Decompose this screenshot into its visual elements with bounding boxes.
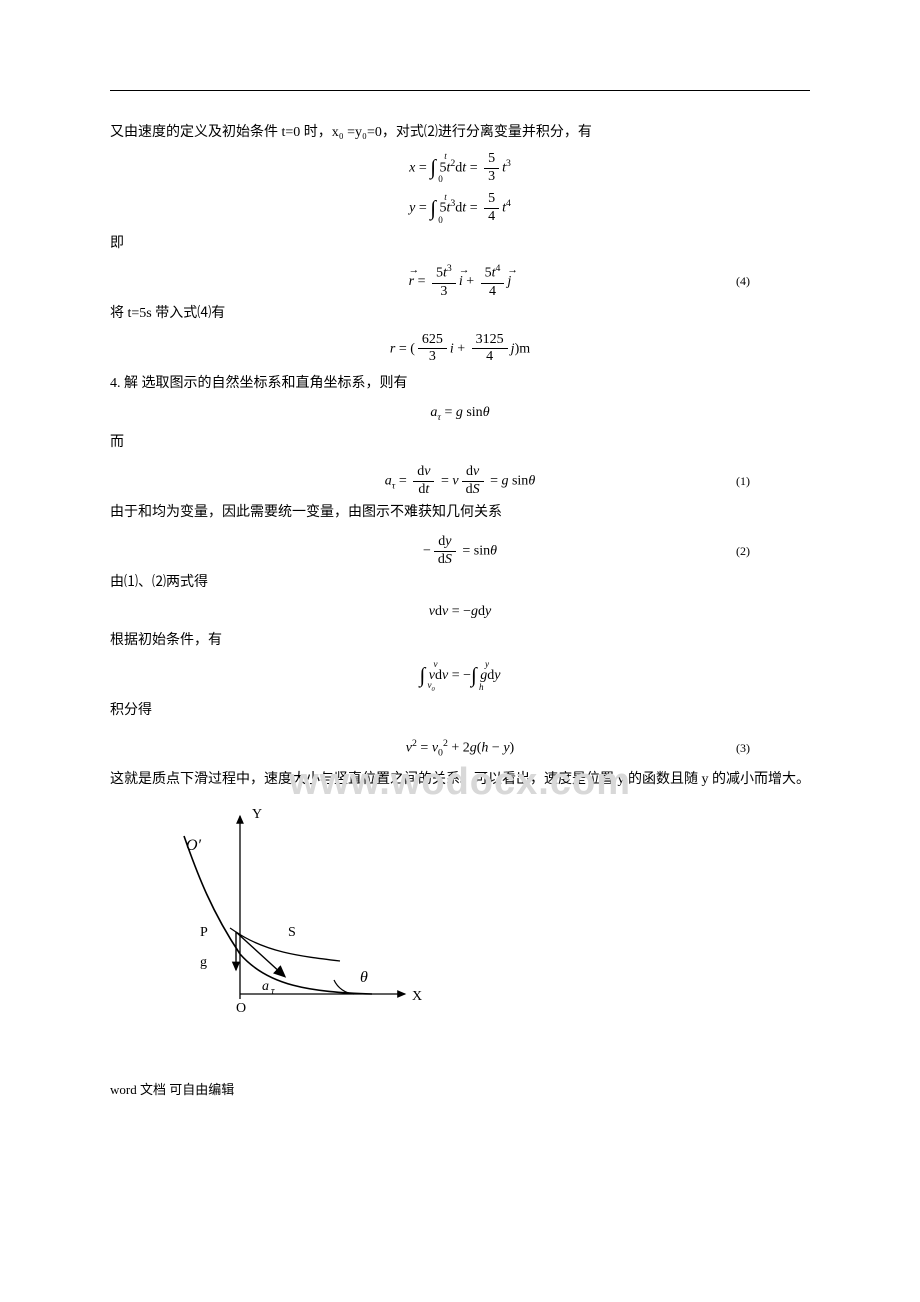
eq-num-1: (1) xyxy=(736,474,750,489)
paragraph-7: 根据初始条件，有 xyxy=(110,629,810,653)
eq-r-vector: r = 5t33i + 5t44j (4) xyxy=(110,262,810,302)
diagram: Y X O O′ P g S θ a τ xyxy=(140,804,810,1039)
diagram-label-O: O xyxy=(236,1001,246,1016)
paragraph-8: 这就是质点下滑过程中，速度大小与竖直位置之间的关系。可以看出，速度是位置 y 的… xyxy=(110,768,810,792)
diagram-label-Y: Y xyxy=(252,807,262,822)
eq-atau: aτ = g sinθ xyxy=(110,402,810,425)
label-ji: 即 xyxy=(110,232,810,256)
eq-y-integral: y = ∫t0 5t3dt = 54t4 xyxy=(110,191,810,226)
diagram-label-X: X xyxy=(412,989,422,1004)
diagram-label-S: S xyxy=(288,925,296,940)
top-rule xyxy=(110,90,810,91)
paragraph-4: 4. 解 选取图示的自然坐标系和直角坐标系，则有 xyxy=(110,372,810,396)
eq-num-4: (4) xyxy=(736,274,750,289)
paragraph-6: 由⑴、⑵两式得 xyxy=(110,571,810,595)
eq-num-3: (3) xyxy=(736,741,750,756)
diagram-label-theta: θ xyxy=(360,969,368,986)
footer: word 文档 可自由编辑 xyxy=(110,1079,810,1098)
eq-num-2: (2) xyxy=(736,544,750,559)
label-er: 而 xyxy=(110,431,810,455)
eq-int-vdv: ∫vv0 vdv = −∫yh gdy xyxy=(110,659,810,693)
paragraph-sub-t5: 将 t=5s 带入式⑷有 xyxy=(110,302,810,326)
eq-x-integral: x = ∫t0 5t2dt = 53t3 xyxy=(110,151,810,186)
eq-atau-chain: aτ = dvdt = vdvdS = g sinθ (1) xyxy=(110,461,810,501)
diagram-label-Oprime: O′ xyxy=(186,837,202,854)
paragraph-intro: 又由速度的定义及初始条件 t=0 时，x₀ =y₀=0，对式⑵进行分离变量并积分… xyxy=(110,121,810,145)
eq-v2: v2 = v02 + 2g(h − y) (3) xyxy=(110,728,810,768)
eq-dy-dS: −dydS = sinθ (2) xyxy=(110,531,810,571)
diagram-label-atau: a xyxy=(262,979,269,994)
diagram-label-P: P xyxy=(200,925,208,940)
svg-text:τ: τ xyxy=(271,986,275,997)
label-jfd: 积分得 xyxy=(110,699,810,723)
eq-vdv: vdv = −gdy xyxy=(110,601,810,623)
eq-r-numeric: r = (6253i + 31254j)m xyxy=(110,332,810,367)
diagram-label-g: g xyxy=(200,955,207,970)
paragraph-5: 由于和均为变量，因此需要统一变量，由图示不难获知几何关系 xyxy=(110,501,810,525)
